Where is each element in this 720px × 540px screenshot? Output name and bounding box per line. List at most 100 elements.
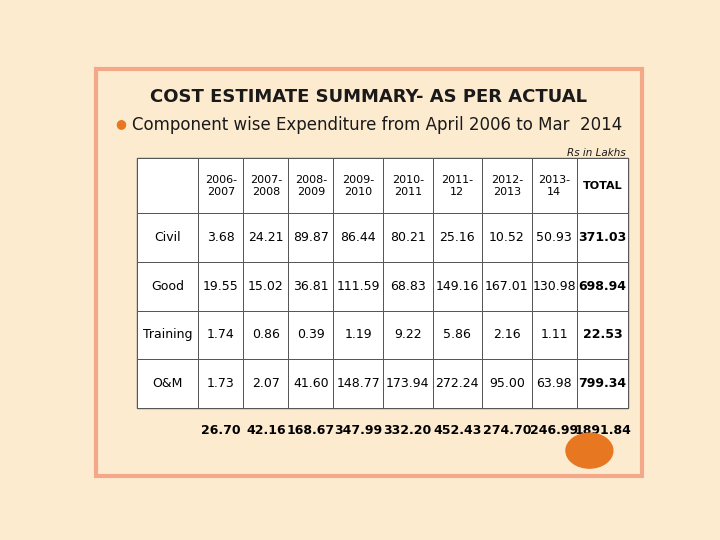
Text: 2010-
2011: 2010- 2011 [392,175,424,197]
Bar [577,158,629,213]
Text: 80.21: 80.21 [390,231,426,244]
Text: 272.24: 272.24 [436,377,479,390]
Text: ●: ● [115,117,126,130]
Text: 2007-
2008: 2007- 2008 [250,175,282,197]
Text: 42.16: 42.16 [246,424,286,437]
Text: 2.07: 2.07 [252,377,280,390]
Bar [383,262,433,310]
Text: 698.94: 698.94 [579,280,626,293]
Bar [531,213,577,262]
Bar [433,158,482,213]
Bar [138,158,629,408]
Bar [433,359,482,408]
Bar [288,213,333,262]
Text: 347.99: 347.99 [334,424,382,437]
Text: 24.21: 24.21 [248,231,284,244]
Bar [333,359,383,408]
Bar [577,359,629,408]
Bar [482,262,531,310]
Text: TOTAL: TOTAL [582,181,622,191]
Text: 168.67: 168.67 [287,424,335,437]
Bar [138,310,198,359]
Text: 1.73: 1.73 [207,377,235,390]
Text: 2008-
2009: 2008- 2009 [294,175,327,197]
Text: 2009-
2010: 2009- 2010 [342,175,374,197]
Text: 89.87: 89.87 [293,231,329,244]
Text: 246.99: 246.99 [530,424,578,437]
Text: 10.52: 10.52 [489,231,525,244]
Bar [383,359,433,408]
Text: Rs in Lakhs: Rs in Lakhs [567,148,626,158]
Bar [288,158,333,213]
Bar [288,310,333,359]
Bar [288,262,333,310]
Text: 1.11: 1.11 [540,328,568,341]
Bar [138,158,198,213]
Text: 9.22: 9.22 [394,328,421,341]
Bar [577,213,629,262]
Text: 371.03: 371.03 [578,231,626,244]
Bar [482,359,531,408]
Bar [288,359,333,408]
Bar [482,310,531,359]
Bar [433,310,482,359]
Text: 86.44: 86.44 [341,231,376,244]
Text: 1.74: 1.74 [207,328,235,341]
Text: Good: Good [151,280,184,293]
Text: 19.55: 19.55 [203,280,238,293]
Text: 68.83: 68.83 [390,280,426,293]
Text: 63.98: 63.98 [536,377,572,390]
Text: 26.70: 26.70 [201,424,240,437]
Text: 173.94: 173.94 [386,377,429,390]
Circle shape [566,433,613,468]
Text: 36.81: 36.81 [293,280,329,293]
Text: 41.60: 41.60 [293,377,329,390]
Text: 799.34: 799.34 [578,377,626,390]
Bar [482,158,531,213]
Text: 111.59: 111.59 [336,280,380,293]
Text: 2011-
12: 2011- 12 [441,175,473,197]
Text: 2006-
2007: 2006- 2007 [204,175,237,197]
Text: 0.39: 0.39 [297,328,325,341]
Bar [138,262,198,310]
Text: 95.00: 95.00 [489,377,525,390]
Text: 3.68: 3.68 [207,231,235,244]
Bar [198,359,243,408]
Text: 167.01: 167.01 [485,280,528,293]
Bar [383,213,433,262]
Text: 332.20: 332.20 [384,424,432,437]
Bar [243,213,288,262]
Text: 1.19: 1.19 [344,328,372,341]
Bar [482,213,531,262]
Bar [531,359,577,408]
Bar [333,262,383,310]
Bar [577,310,629,359]
Bar [333,158,383,213]
Text: 130.98: 130.98 [532,280,576,293]
Bar [531,158,577,213]
Bar [433,213,482,262]
Bar [198,262,243,310]
Text: Component wise Expenditure from April 2006 to Mar  2014: Component wise Expenditure from April 20… [132,116,622,133]
Bar [383,158,433,213]
Bar [433,262,482,310]
Bar [243,158,288,213]
Text: 2012-
2013: 2012- 2013 [491,175,523,197]
Bar [138,213,198,262]
Text: 50.93: 50.93 [536,231,572,244]
Bar [531,262,577,310]
Bar [383,310,433,359]
Text: 148.77: 148.77 [336,377,380,390]
Text: 1891.84: 1891.84 [574,424,631,437]
Text: 274.70: 274.70 [482,424,531,437]
Bar [198,158,243,213]
Text: 15.02: 15.02 [248,280,284,293]
Bar [243,310,288,359]
Text: 22.53: 22.53 [582,328,622,341]
Text: O&M: O&M [153,377,183,390]
Bar [198,310,243,359]
Text: COST ESTIMATE SUMMARY- AS PER ACTUAL: COST ESTIMATE SUMMARY- AS PER ACTUAL [150,87,588,106]
Bar [577,262,629,310]
Text: 2.16: 2.16 [493,328,521,341]
Text: 2013-
14: 2013- 14 [538,175,570,197]
